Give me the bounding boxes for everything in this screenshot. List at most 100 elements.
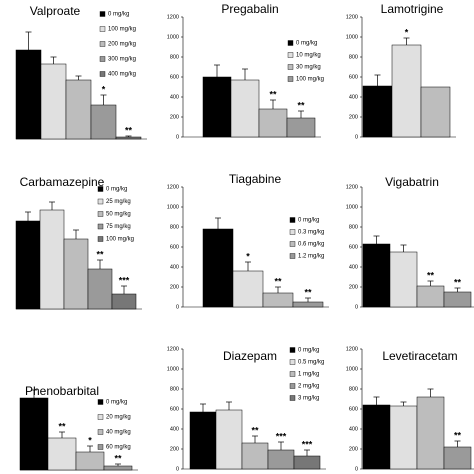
significance: * — [405, 27, 409, 37]
bar — [241, 442, 269, 470]
legend-label: 50 mg/kg — [106, 212, 131, 218]
legend-label: 100 mg/kg — [296, 77, 324, 83]
legend-swatch — [99, 71, 106, 77]
chart-title: Valproate — [30, 4, 81, 18]
y-tick-label: 400 — [349, 426, 358, 432]
legend-swatch — [99, 56, 106, 62]
bar — [293, 455, 321, 470]
bar — [292, 301, 324, 308]
bar — [389, 405, 418, 470]
legend-label: 100 mg/kg — [106, 237, 134, 243]
legend-swatch — [289, 253, 296, 259]
significance: ** — [297, 100, 305, 110]
legend-swatch — [97, 414, 104, 420]
bar — [362, 243, 391, 308]
y-tick-label: 800 — [349, 54, 358, 60]
bar — [15, 220, 41, 310]
legend-label: 25 mg/kg — [106, 199, 131, 205]
significance: ** — [269, 89, 277, 99]
bar — [389, 251, 418, 308]
y-tick-label: 600 — [349, 406, 358, 412]
bar — [420, 86, 451, 138]
legend-swatch — [97, 236, 104, 242]
bar — [215, 409, 243, 470]
legend-swatch — [99, 26, 106, 32]
legend-swatch — [287, 40, 294, 46]
legend-swatch — [289, 395, 296, 401]
y-tick-label: 1000 — [346, 204, 358, 210]
bar — [416, 285, 445, 308]
legend-swatch — [289, 229, 296, 235]
legend-label: 0 mg/kg — [298, 218, 319, 224]
legend-label: 0 mg/kg — [108, 12, 129, 18]
legend-label: 300 mg/kg — [108, 57, 136, 63]
bar — [258, 108, 288, 138]
legend-swatch — [99, 11, 106, 17]
significance: ** — [454, 430, 462, 440]
legend-swatch — [289, 383, 296, 389]
legend-swatch — [97, 211, 104, 217]
bar — [362, 404, 391, 470]
chart-title: Levetiracetam — [382, 349, 457, 363]
legend-label: 0.6 mg/kg — [298, 242, 324, 248]
y-tick-label: 0 — [176, 466, 179, 472]
y-tick-label: 600 — [170, 406, 179, 412]
significance: ** — [274, 276, 282, 286]
y-tick-label: 600 — [170, 244, 179, 250]
bar — [90, 104, 117, 140]
chart-title: Lamotrigine — [381, 2, 444, 16]
legend-swatch — [287, 64, 294, 70]
y-tick-label: 600 — [170, 74, 179, 80]
bar — [39, 209, 65, 310]
bar — [202, 228, 234, 308]
y-tick-label: 1000 — [167, 204, 179, 210]
bar — [202, 76, 232, 138]
bar — [189, 411, 217, 470]
significance: *** — [302, 439, 313, 449]
legend-label: 75 mg/kg — [106, 224, 131, 230]
significance: ** — [96, 249, 104, 259]
legend-label: 10 mg/kg — [296, 53, 321, 59]
chart-title: Tiagabine — [229, 172, 282, 186]
significance: ** — [125, 125, 133, 135]
y-tick-label: 400 — [170, 264, 179, 270]
bar — [19, 397, 49, 471]
legend-label: 0 mg/kg — [296, 41, 317, 47]
legend-swatch — [289, 359, 296, 365]
y-tick-label: 600 — [349, 74, 358, 80]
legend-swatch — [289, 371, 296, 377]
bar — [362, 85, 393, 138]
y-tick-label: 800 — [170, 386, 179, 392]
significance: ** — [454, 277, 462, 287]
bar — [15, 49, 42, 140]
y-tick-label: 1200 — [167, 14, 179, 20]
significance: * — [88, 435, 92, 445]
legend-label: 1.2 mg/kg — [298, 254, 324, 260]
legend-swatch — [97, 429, 104, 435]
y-tick-label: 1200 — [167, 346, 179, 352]
y-tick-label: 1200 — [167, 184, 179, 190]
legend-swatch — [289, 217, 296, 223]
legend-label: 200 mg/kg — [108, 42, 136, 48]
y-tick-label: 400 — [349, 94, 358, 100]
bar — [103, 465, 133, 471]
significance: *** — [276, 431, 287, 441]
y-tick-label: 0 — [355, 304, 358, 310]
y-tick-label: 1200 — [346, 14, 358, 20]
significance: * — [246, 251, 250, 261]
bar — [111, 293, 137, 310]
legend-label: 20 mg/kg — [106, 415, 131, 421]
legend-label: 40 mg/kg — [106, 430, 131, 436]
y-tick-label: 800 — [349, 386, 358, 392]
legend-swatch — [97, 198, 104, 205]
y-tick-label: 200 — [170, 114, 179, 120]
y-tick-label: 400 — [170, 94, 179, 100]
bar — [391, 44, 422, 138]
chart-title: Diazepam — [223, 349, 277, 363]
bar — [40, 63, 67, 140]
legend-swatch — [97, 186, 104, 192]
y-tick-label: 1200 — [346, 184, 358, 190]
legend-label: 0.5 mg/kg — [298, 360, 324, 366]
y-tick-label: 800 — [349, 224, 358, 230]
